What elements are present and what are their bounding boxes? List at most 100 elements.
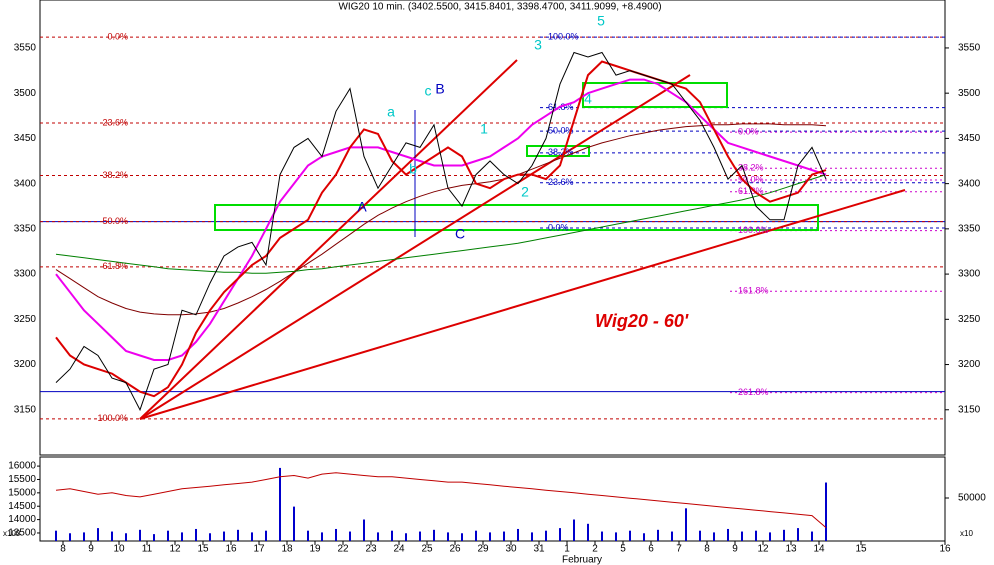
- volume-bar: [573, 519, 575, 541]
- y-tick-label: 3500: [14, 88, 37, 99]
- fib-label: 23.6%: [548, 177, 574, 187]
- trend-line: [139, 59, 518, 420]
- x-tick-label: 7: [676, 544, 682, 555]
- y-tick-label: 3250: [14, 314, 37, 325]
- x-tick-label: 14: [813, 544, 825, 555]
- y-tick-label: 3450: [14, 133, 37, 144]
- volume-bar: [139, 529, 141, 541]
- moving-average: [55, 60, 827, 398]
- volume-bar: [433, 529, 435, 541]
- fib-label: 0.0%: [107, 31, 128, 41]
- fib-label: 0.0%: [548, 222, 569, 232]
- x-tick-label: 12: [169, 544, 181, 555]
- volume-bar: [517, 528, 519, 541]
- volume-bar: [83, 532, 85, 541]
- volume-bar: [293, 506, 295, 541]
- x-tick-label: 1: [564, 544, 570, 555]
- volume-bar: [503, 531, 505, 541]
- volume-bar: [335, 528, 337, 541]
- zone: [214, 204, 819, 231]
- fib-label: 38.2%: [102, 170, 128, 180]
- wave-label: c: [425, 83, 432, 99]
- volume-bar: [727, 528, 729, 541]
- volume-bar: [825, 482, 827, 541]
- wave-label: 4: [584, 91, 592, 107]
- moving-average: [55, 174, 827, 274]
- volume-bar: [167, 530, 169, 541]
- price-panel: [39, 0, 946, 456]
- layers: [40, 36, 945, 420]
- fib-label: 38.2%: [548, 147, 574, 157]
- x-tick-label: 31: [533, 544, 545, 555]
- x-tick-label: 22: [337, 544, 349, 555]
- y-tick-label: 13500: [8, 528, 36, 539]
- wave-label: A: [357, 199, 367, 215]
- volume-bar: [643, 533, 645, 541]
- y-tick-label: 14500: [8, 501, 36, 512]
- volume-bar: [797, 528, 799, 541]
- x-tick-label: 26: [449, 544, 461, 555]
- y-tick-label: 3200: [14, 359, 37, 370]
- volume-bar: [699, 530, 701, 541]
- volume-bar: [55, 530, 57, 541]
- volume-bar: [125, 533, 127, 541]
- x-tick-label: 29: [477, 544, 489, 555]
- volume-bar: [447, 532, 449, 541]
- x-tick-label: 23: [365, 544, 377, 555]
- fib-label: 61.8%: [102, 261, 128, 271]
- y-tick-label: 3450: [958, 133, 981, 144]
- volume-bar: [461, 533, 463, 541]
- volume-bar: [223, 531, 225, 541]
- volume-bar: [349, 531, 351, 541]
- x-tick-label: 18: [281, 544, 293, 555]
- y-tick-label: 15500: [8, 474, 36, 485]
- fib-label: 23.6%: [102, 117, 128, 127]
- volume-panel: [39, 456, 946, 542]
- trend-line: [139, 74, 691, 420]
- x-tick-label: 25: [421, 544, 433, 555]
- volume-bar: [475, 530, 477, 541]
- x-tick-label: 16: [225, 544, 237, 555]
- volume-bar: [685, 508, 687, 541]
- y-tick-label: 14000: [8, 514, 36, 525]
- x-tick-label: 9: [88, 544, 94, 555]
- corner-label: x100: [3, 529, 21, 538]
- volume-bar: [251, 532, 253, 541]
- volume-bar: [405, 533, 407, 541]
- x-tick-label: 8: [60, 544, 66, 555]
- volume-bar: [629, 530, 631, 541]
- chart-title: WIG20 10 min. (3402.5500, 3415.8401, 339…: [338, 2, 661, 13]
- x-tick-label: 13: [785, 544, 797, 555]
- volume-bar: [111, 531, 113, 541]
- volume-bar: [741, 531, 743, 541]
- x-tick-label: 24: [393, 544, 405, 555]
- x-tick-label: 8: [704, 544, 710, 555]
- volume-bar: [377, 532, 379, 541]
- y-tick-label: 3350: [14, 223, 37, 234]
- price-line: [55, 51, 827, 412]
- wave-label: 5: [597, 13, 605, 29]
- y-tick-label: 3400: [958, 178, 981, 189]
- volume-bar: [321, 532, 323, 541]
- volume-line: [55, 472, 827, 528]
- y-tick-label: 3150: [958, 404, 981, 415]
- volume-bar: [615, 532, 617, 541]
- x-tick-label: 11: [142, 544, 153, 555]
- volume-bar: [237, 529, 239, 541]
- volume-bar: [601, 531, 603, 541]
- volume-bar: [69, 533, 71, 541]
- volume-bar: [391, 530, 393, 541]
- volume-bar: [531, 532, 533, 541]
- wave-label: a: [387, 104, 395, 120]
- x-tick-label: 5: [620, 544, 626, 555]
- x-tick-label: 12: [757, 544, 769, 555]
- y-tick-label: 3300: [958, 269, 981, 280]
- volume-bar: [545, 530, 547, 541]
- y-tick-label: 3550: [958, 43, 981, 54]
- wave-label: b: [409, 161, 417, 177]
- wave-label: 2: [521, 184, 529, 200]
- y-tick-label: 3300: [14, 269, 37, 280]
- x-tick-label: 15: [855, 544, 867, 555]
